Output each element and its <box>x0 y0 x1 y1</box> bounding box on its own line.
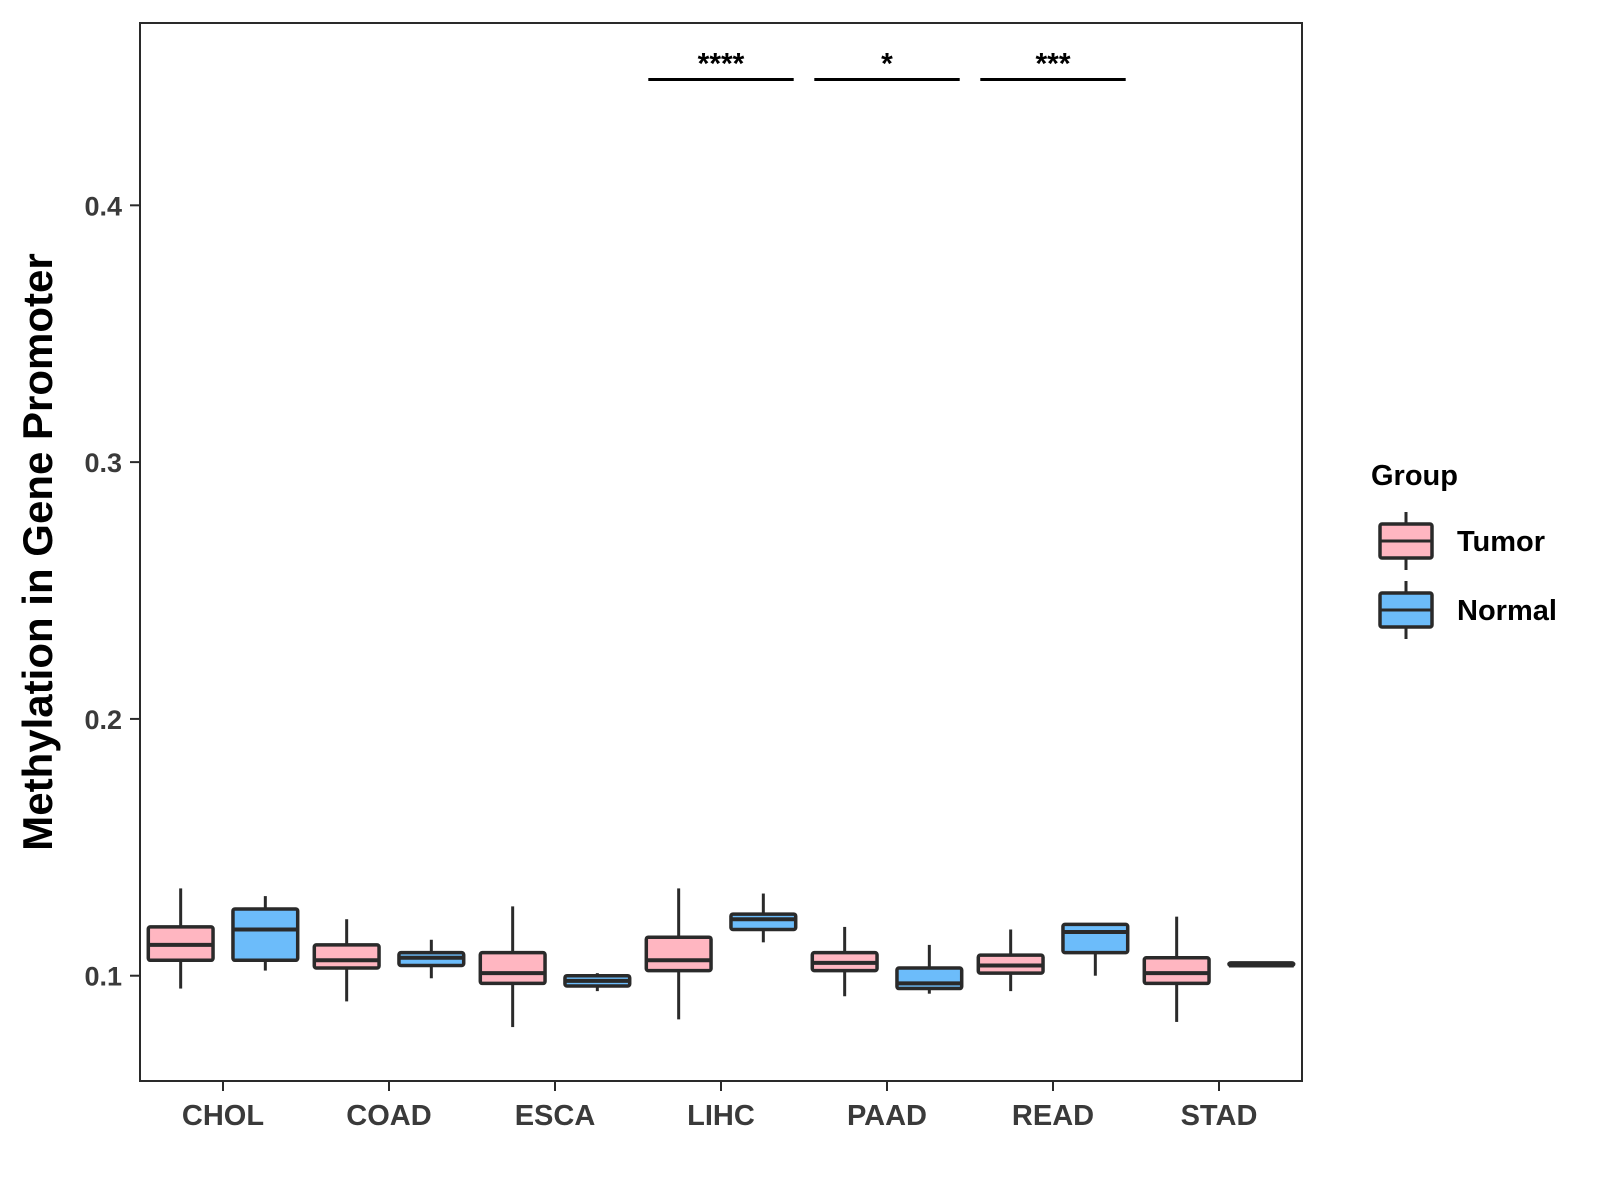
box-tumor-chol <box>146 888 215 989</box>
significance-label: *** <box>1035 47 1070 80</box>
box-tumor-esca <box>478 906 547 1028</box>
box-normal-stad <box>1227 961 1296 968</box>
legend-label: Tumor <box>1457 526 1545 558</box>
box-body <box>312 943 381 970</box>
legend-title: Group <box>1371 460 1458 492</box>
box-normal-read <box>1061 922 1130 976</box>
y-tick-label: 0.4 <box>84 191 122 221</box>
y-axis-title: Methylation in Gene Promoter <box>14 253 61 850</box>
x-tick-label: LIHC <box>687 1100 755 1132</box>
box-normal-lihc <box>729 893 798 943</box>
legend-entry-normal: Normal <box>1378 581 1557 639</box>
box-normal-paad <box>895 944 964 994</box>
y-tick-label: 0.1 <box>84 962 122 992</box>
legend-entry-tumor: Tumor <box>1378 512 1545 570</box>
x-tick-label: COAD <box>346 1100 431 1132</box>
legend-entries: Tumor Normal <box>1378 512 1557 639</box>
box-tumor-lihc <box>644 888 713 1020</box>
box-normal-coad <box>397 939 466 979</box>
box-tumor-stad <box>1142 916 1211 1022</box>
significance-label: **** <box>698 47 745 80</box>
y-axis: 0.1 0.2 0.3 0.4 <box>84 191 140 992</box>
box-normal-esca <box>563 973 632 992</box>
box-tumor-paad <box>810 926 879 997</box>
box-body <box>478 950 547 986</box>
box-tumor-read <box>976 929 1045 992</box>
x-tick-label: PAAD <box>847 1100 927 1132</box>
y-tick-label: 0.3 <box>84 448 122 478</box>
box-body <box>729 912 798 932</box>
x-tick-label: ESCA <box>515 1100 596 1132</box>
x-tick-label: READ <box>1012 1100 1094 1132</box>
box-tumor-coad <box>312 919 381 1002</box>
x-tick-label: CHOL <box>182 1100 264 1132</box>
significance-label: * <box>881 47 893 80</box>
box-body <box>644 935 713 973</box>
legend-label: Normal <box>1457 595 1557 627</box>
x-axis: CHOL COAD ESCA LIHC PAAD READ STAD <box>182 1081 1257 1132</box>
plot-panel <box>139 22 1303 1082</box>
box-body <box>895 966 964 991</box>
box-body <box>231 907 300 963</box>
boxes-layer <box>146 888 1296 1028</box>
box-body <box>1061 922 1130 955</box>
box-body <box>1142 955 1211 986</box>
x-tick-label: STAD <box>1181 1100 1258 1132</box>
box-normal-chol <box>231 896 300 971</box>
y-tick-label: 0.2 <box>84 705 122 735</box>
legend: Group Tumor Normal <box>1371 460 1557 639</box>
significance-annotations: **** * *** <box>648 47 1126 81</box>
